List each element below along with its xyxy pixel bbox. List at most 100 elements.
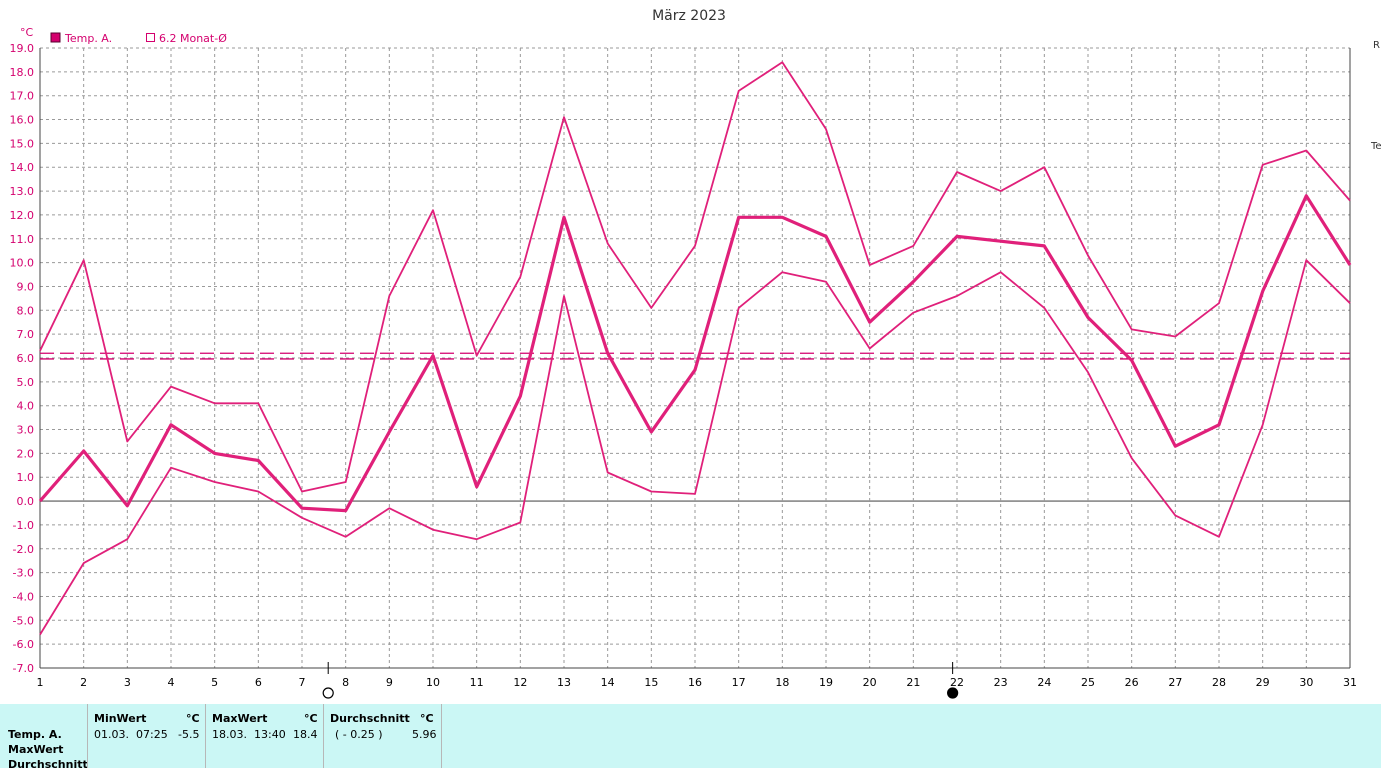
x-tick-label: 13 (557, 676, 571, 689)
y-tick-label: 3.0 (17, 424, 35, 437)
row-label-avg: Durchschnitt (8, 758, 88, 771)
y-tick-label: 17.0 (10, 90, 35, 103)
y-tick-label: 19.0 (10, 42, 35, 55)
series-line-mean (38, 194, 1352, 513)
max-unit: °C (304, 712, 318, 725)
x-tick-label: 5 (211, 676, 218, 689)
y-axis: 19.0 18.0 17.0 16.0 15.0 14.0 13.0 12.0 11.0 10.0… (10, 42, 35, 675)
legend-label-avg: 6.2 Monat-Ø (159, 32, 227, 45)
x-tick-label: 18 (775, 676, 789, 689)
row-label-max: MaxWert (8, 743, 64, 756)
min-time: 07:25 (136, 728, 168, 741)
legend: Temp. A. 6.2 Monat-Ø (50, 32, 227, 45)
series-line-min (39, 259, 1351, 636)
y-tick-label: 1.0 (17, 471, 35, 484)
avg-header: Durchschnitt (330, 712, 410, 725)
y-tick-label: 8.0 (17, 304, 35, 317)
min-value: -5.5 (178, 728, 200, 741)
x-tick-label: 27 (1168, 676, 1182, 689)
edge-label-te: Te (1370, 141, 1381, 152)
y-tick-label: 13.0 (10, 185, 35, 198)
y-tick-label: -3.0 (13, 567, 34, 580)
y-unit-label: °C (20, 26, 34, 39)
series-line-max (39, 61, 1351, 493)
x-tick-label: 11 (470, 676, 484, 689)
edge-label-r: R (1373, 40, 1380, 51)
y-tick-label: 7.0 (17, 328, 35, 341)
x-tick-label: 9 (386, 676, 393, 689)
y-tick-label: -6.0 (13, 638, 34, 651)
temperature-chart: März 2023 Temp. A. 6.2 Monat-Ø °C R Te 1… (10, 8, 1381, 699)
legend-swatch-filled (50, 32, 61, 43)
min-unit: °C (186, 712, 200, 725)
y-tick-label: 6.0 (17, 352, 35, 365)
x-tick-label: 31 (1343, 676, 1357, 689)
y-tick-label: -7.0 (13, 662, 34, 675)
x-tick-label: 12 (513, 676, 527, 689)
y-tick-label: 15.0 (10, 137, 35, 150)
avg-note: ( - 0.25 ) (335, 728, 383, 741)
avg-value: 5.96 (412, 728, 437, 741)
x-tick-label: 1 (37, 676, 44, 689)
y-tick-label: 9.0 (17, 280, 35, 293)
y-tick-label: 0.0 (17, 495, 35, 508)
y-tick-label: 12.0 (10, 209, 35, 222)
x-tick-label: 26 (1125, 676, 1139, 689)
x-tick-label: 16 (688, 676, 702, 689)
x-tick-label: 29 (1256, 676, 1270, 689)
x-tick-label: 3 (124, 676, 131, 689)
y-tick-label: 16.0 (10, 114, 35, 127)
column-divider (441, 704, 442, 768)
grid (39, 47, 1351, 669)
y-tick-label: 10.0 (10, 257, 35, 270)
series-group (38, 61, 1352, 636)
y-tick-label: -5.0 (13, 614, 34, 627)
y-tick-label: 5.0 (17, 376, 35, 389)
x-tick-label: 19 (819, 676, 833, 689)
x-tick-label: 17 (732, 676, 746, 689)
x-tick-label: 14 (601, 676, 615, 689)
y-tick-label: -1.0 (13, 519, 34, 532)
x-tick-label: 28 (1212, 676, 1226, 689)
min-date: 01.03. (94, 728, 129, 741)
column-divider (323, 704, 324, 768)
new-moon-icon (947, 687, 959, 699)
y-tick-label: 2.0 (17, 447, 35, 460)
x-tick-label: 20 (863, 676, 877, 689)
max-date: 18.03. (212, 728, 247, 741)
y-tick-label: 11.0 (10, 233, 35, 246)
column-divider (205, 704, 206, 768)
x-tick-label: 6 (255, 676, 262, 689)
y-tick-label: 14.0 (10, 161, 35, 174)
min-header: MinWert (94, 712, 147, 725)
max-time: 13:40 (254, 728, 286, 741)
x-tick-label: 4 (168, 676, 175, 689)
x-tick-label: 8 (342, 676, 349, 689)
statistics-panel: Temp. A. MaxWert Durchschnitt MinWert °C… (0, 704, 1381, 771)
x-tick-label: 24 (1037, 676, 1051, 689)
y-tick-label: -2.0 (13, 543, 34, 556)
x-tick-label: 30 (1299, 676, 1313, 689)
x-tick-label: 23 (994, 676, 1008, 689)
max-value: 18.4 (293, 728, 318, 741)
y-tick-label: 4.0 (17, 400, 35, 413)
x-axis: 1 2 3 4 5 6 7 8 9 10 11 12 13 14 15 16 17 18 19 20 21 22 23 24 2… (37, 676, 1358, 689)
moon-phases (322, 662, 959, 699)
y-tick-label: -4.0 (13, 590, 34, 603)
avg-unit: °C (420, 712, 434, 725)
x-tick-label: 22 (950, 676, 964, 689)
legend-swatch-hollow (146, 33, 155, 42)
column-divider (87, 704, 88, 768)
x-tick-label: 21 (906, 676, 920, 689)
full-moon-icon (322, 687, 334, 699)
x-tick-label: 2 (80, 676, 87, 689)
x-tick-label: 25 (1081, 676, 1095, 689)
max-header: MaxWert (212, 712, 268, 725)
row-label-temp: Temp. A. (8, 728, 62, 741)
chart-title: März 2023 (652, 8, 726, 24)
x-tick-label: 15 (644, 676, 658, 689)
y-tick-label: 18.0 (10, 66, 35, 79)
x-tick-label: 7 (299, 676, 306, 689)
legend-label-temp: Temp. A. (64, 32, 112, 45)
x-tick-label: 10 (426, 676, 440, 689)
